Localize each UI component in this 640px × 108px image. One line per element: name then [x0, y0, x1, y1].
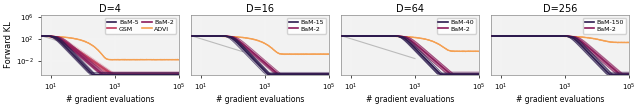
Legend: BaM-40, BaM-2: BaM-40, BaM-2: [436, 18, 476, 33]
Title: D=16: D=16: [246, 4, 274, 14]
Y-axis label: Forward KL: Forward KL: [4, 21, 13, 68]
Legend: BaM-150, BaM-2: BaM-150, BaM-2: [583, 18, 626, 33]
X-axis label: # gradient evaluations: # gradient evaluations: [216, 95, 305, 104]
Title: D=256: D=256: [543, 4, 577, 14]
Title: D=4: D=4: [99, 4, 121, 14]
X-axis label: # gradient evaluations: # gradient evaluations: [66, 95, 154, 104]
Legend: BaM-5, GSM, BaM-2, ADVI: BaM-5, GSM, BaM-2, ADVI: [105, 18, 176, 33]
X-axis label: # gradient evaluations: # gradient evaluations: [366, 95, 454, 104]
X-axis label: # gradient evaluations: # gradient evaluations: [516, 95, 604, 104]
Legend: BaM-15, BaM-2: BaM-15, BaM-2: [287, 18, 326, 33]
Title: D=64: D=64: [396, 4, 424, 14]
